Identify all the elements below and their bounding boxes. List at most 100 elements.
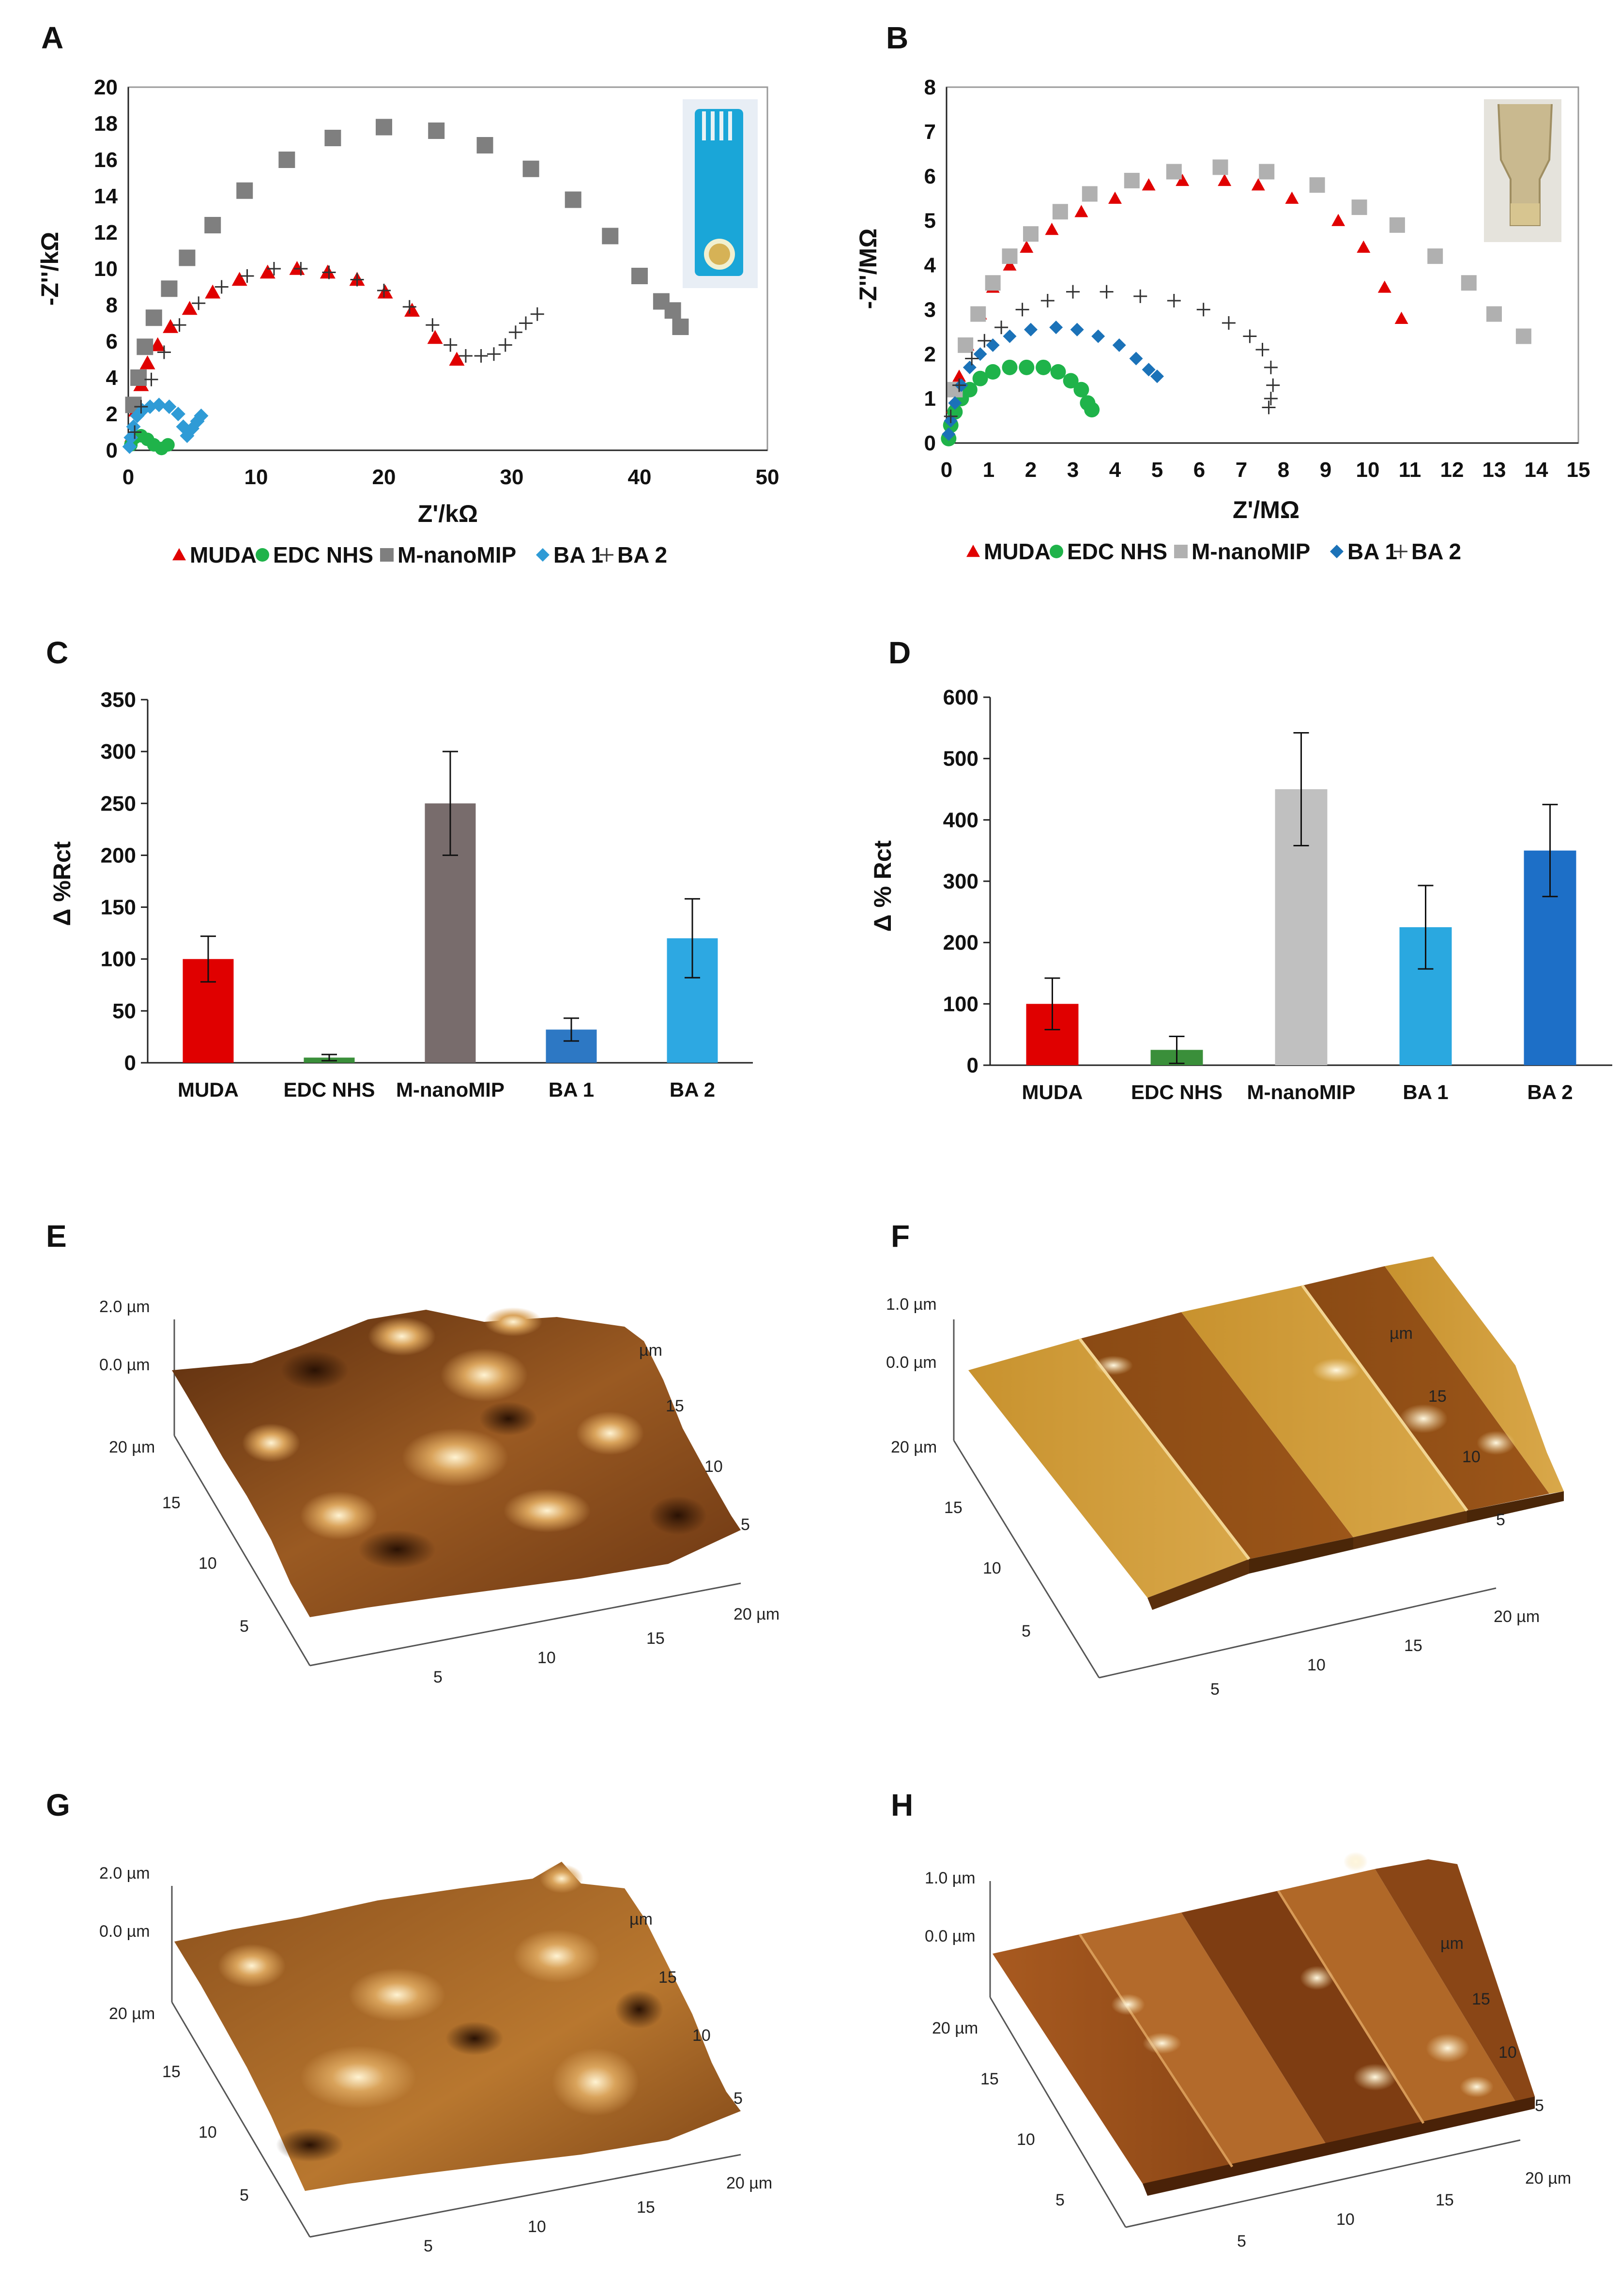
data-point-a-ba-2 — [487, 347, 501, 361]
error-bar-c — [200, 935, 216, 983]
data-point-b-muda — [1108, 191, 1122, 204]
legend-marker-muda — [966, 545, 980, 557]
category-label-d: EDC NHS — [1131, 1081, 1223, 1103]
data-point-a-m-nanomip — [376, 119, 392, 136]
afm-z-top-f: 1.0 µm — [886, 1295, 937, 1314]
data-point-b-muda — [1251, 178, 1265, 191]
y-tick-label-a: 16 — [94, 148, 118, 172]
data-point-b-muda — [1218, 173, 1232, 186]
error-bar-d — [1044, 977, 1060, 1031]
afm-front-tick-g-2: 10 — [528, 2218, 546, 2236]
afm-right-tick-g-3: 5 — [734, 2089, 743, 2108]
data-point-a-m-nanomip — [179, 249, 196, 266]
data-point-b-m-nanomip — [1515, 328, 1531, 344]
y-tick-label-a: 4 — [106, 366, 118, 390]
data-point-b-m-nanomip — [1212, 159, 1228, 175]
legend-marker-m-nanomip — [1174, 545, 1188, 558]
data-point-a-muda — [231, 272, 247, 286]
data-point-a-ba-2 — [519, 316, 533, 330]
panel-label-d: D — [888, 635, 911, 670]
afm-right-unit-e: µm — [639, 1341, 662, 1360]
afm-depth-tick-h-2: 10 — [1017, 2130, 1035, 2149]
data-point-b-muda — [1394, 311, 1408, 324]
y-tick-label-d: 300 — [943, 870, 978, 893]
y-tick-label-b: 1 — [924, 387, 936, 411]
legend-label-ba-2: BA 2 — [1411, 539, 1461, 564]
data-point-a-muda — [205, 284, 221, 299]
nyquist-plot-a: Z'/kΩ -Z''/kΩ 0 10 20 30 40 50 0 2 4 6 8 10 12 14 16 18… — [36, 76, 779, 527]
data-point-a-ba-1 — [170, 407, 185, 421]
afm-z-top-h: 1.0 µm — [925, 1869, 976, 1887]
data-point-a-muda — [404, 303, 420, 317]
legend-marker-muda — [172, 548, 186, 561]
legend-marker-ba-2 — [600, 548, 613, 562]
data-point-b-muda — [1377, 280, 1391, 293]
electrode-photo-a — [683, 99, 758, 288]
data-point-b-edc-nhs — [1063, 373, 1079, 389]
x-axis-label-b: Z'/MΩ — [1233, 496, 1299, 523]
data-point-a-ba-2 — [172, 318, 186, 332]
afm-axes-e — [173, 1319, 741, 1667]
afm-front-end-e: 20 µm — [734, 1605, 779, 1623]
afm-depth-tick-g-1: 15 — [162, 2063, 181, 2081]
afm-texture-e — [242, 1307, 707, 1569]
data-point-b-muda — [1074, 205, 1088, 217]
data-point-b-ba-1 — [1070, 322, 1084, 337]
data-point-a-m-nanomip — [672, 319, 689, 335]
x-tick-label-b: 8 — [1278, 458, 1289, 482]
y-tick-label-a: 6 — [106, 330, 118, 353]
afm-right-tick-f-1: 15 — [1428, 1387, 1447, 1406]
category-label-c: BA 1 — [549, 1078, 594, 1101]
afm-right-unit-h: µm — [1440, 1934, 1464, 1953]
data-point-a-ba-2 — [474, 349, 488, 363]
x-tick-label-b: 1 — [983, 458, 994, 482]
data-point-a-ba-2 — [426, 318, 440, 332]
y-tick-label-c: 350 — [101, 688, 136, 712]
x-tick-label-a: 10 — [245, 465, 268, 489]
afm-front-tick-h-1: 5 — [1237, 2232, 1246, 2250]
data-point-a-muda — [377, 284, 393, 299]
data-point-b-muda — [1003, 258, 1017, 271]
afm-z-zero-g: 0.0 µm — [99, 1922, 150, 1941]
data-point-a-muda — [163, 319, 179, 333]
legend-marker-m-nanomip — [380, 548, 394, 562]
data-point-b-ba-2 — [965, 352, 979, 366]
data-point-b-ba-2 — [952, 378, 966, 392]
nyquist-plot-b: Z'/MΩ -Z''/MΩ 0 1 2 3 4 5 6 7 8 9 10 11 12 13 14 150123… — [855, 76, 1590, 523]
afm-z-zero-h: 0.0 µm — [925, 1927, 976, 1945]
legend-marker-ba-1 — [1330, 545, 1344, 558]
legend-label-edc-nhs: EDC NHS — [273, 542, 373, 567]
y-tick-label-a: 20 — [94, 76, 118, 99]
error-bar-d — [1293, 732, 1309, 847]
data-point-a-ba-2 — [294, 262, 308, 276]
y-tick-label-b: 8 — [924, 76, 936, 99]
afm-front-tick-f-2: 10 — [1307, 1656, 1326, 1674]
data-point-a-ba-2 — [350, 273, 364, 287]
y-tick-label-c: 300 — [101, 740, 136, 764]
legend-label-edc-nhs: EDC NHS — [1067, 539, 1167, 564]
y-tick-label-b: 2 — [924, 342, 936, 366]
afm-depth-far-h: 20 µm — [932, 2019, 978, 2037]
y-axis-label-b: -Z''/MΩ — [855, 229, 882, 309]
afm-front-tick-f-1: 5 — [1210, 1680, 1220, 1699]
afm-axes-f — [953, 1319, 1497, 1679]
y-tick-label-a: 18 — [94, 112, 118, 136]
data-point-a-edc-nhs — [161, 438, 175, 452]
data-point-b-muda — [1142, 178, 1156, 191]
legend-label-ba-1: BA 1 — [1347, 539, 1397, 564]
data-point-a-ba-2 — [240, 269, 254, 283]
data-point-b-muda — [1331, 214, 1345, 226]
plot-area-b — [946, 86, 1579, 444]
y-tick-label-d: 200 — [943, 931, 978, 955]
legend-marker-ba-2 — [1394, 545, 1407, 558]
afm-right-tick-h-1: 15 — [1472, 1990, 1490, 2008]
data-point-a-ba-2 — [443, 338, 458, 352]
data-point-b-m-nanomip — [1351, 199, 1367, 215]
error-bar-d — [1542, 804, 1558, 898]
afm-front-end-f: 20 µm — [1494, 1607, 1540, 1626]
afm-depth-far-e: 20 µm — [109, 1438, 155, 1456]
data-point-a-ba-1 — [162, 399, 177, 414]
y-tick-label-d: 100 — [943, 992, 978, 1016]
afm-right-tick-g-2: 10 — [692, 2026, 711, 2045]
data-point-b-muda — [1176, 173, 1190, 186]
